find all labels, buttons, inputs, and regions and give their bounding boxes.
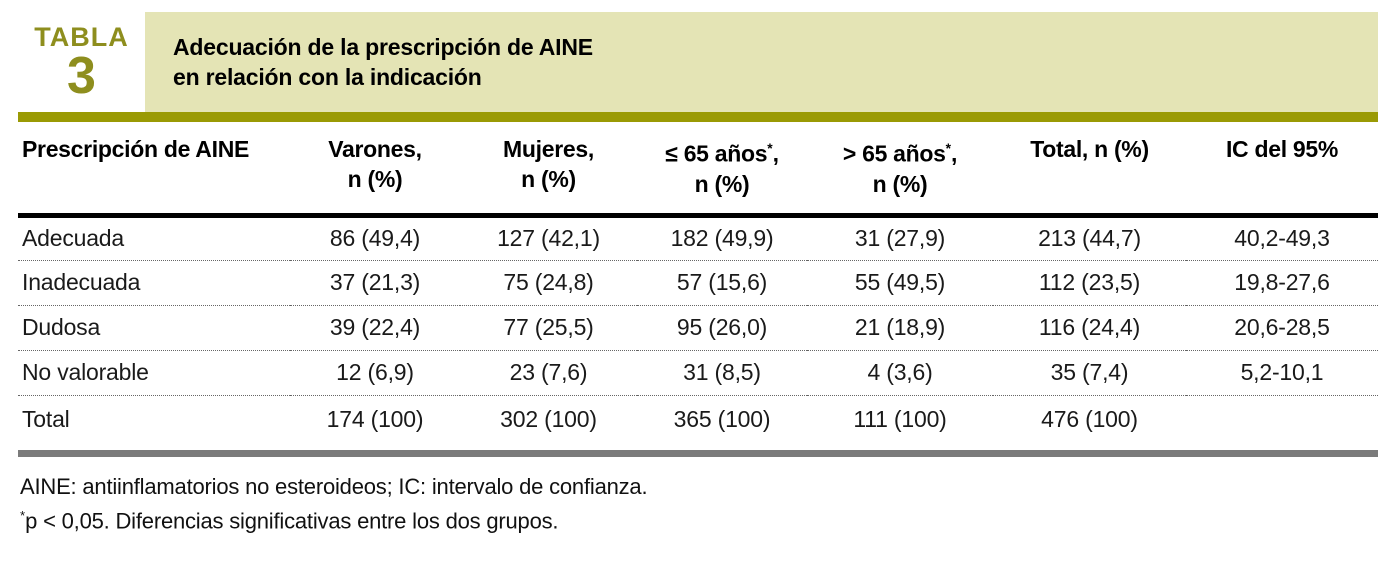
- cell-gt65: 4 (3,6): [867, 359, 933, 386]
- table-row-dudosa: Dudosa 39 (22,4) 77 (25,5) 95 (26,0) 21 …: [18, 305, 1378, 351]
- cell-gt65: 31 (27,9): [854, 225, 946, 252]
- significance-asterisk: *: [20, 508, 26, 524]
- cell-le65: 57 (15,6): [676, 269, 768, 296]
- cell-gt65: 55 (49,5): [854, 269, 946, 296]
- cell-total: 35 (7,4): [1050, 359, 1129, 386]
- cell-mujeres: 302 (100): [500, 406, 597, 433]
- column-header-row: Prescripción de AINE Varones, n (%) Muje…: [18, 122, 1378, 216]
- table-row-adecuada: Adecuada 86 (49,4) 127 (42,1) 182 (49,9)…: [18, 215, 1378, 261]
- row-label: Inadecuada: [22, 269, 141, 296]
- significance-asterisk: *: [767, 141, 773, 156]
- row-label: Adecuada: [22, 225, 124, 252]
- footnotes: AINE: antiinflamatorios no esteroideos; …: [20, 472, 1378, 535]
- table-badge-number: 3: [67, 47, 96, 105]
- row-label: Total: [22, 406, 70, 433]
- data-table: Prescripción de AINE Varones, n (%) Muje…: [18, 122, 1378, 444]
- cell-mujeres: 127 (42,1): [497, 225, 600, 252]
- cell-total: 213 (44,7): [1038, 225, 1141, 252]
- cell-gt65: 111 (100): [853, 406, 947, 433]
- column-header-varones: Varones, n (%): [328, 136, 422, 192]
- cell-ic95: 5,2-10,1: [1240, 359, 1324, 386]
- column-header-gt65: > 65 años*, n (%): [842, 140, 958, 197]
- cell-varones: 174 (100): [326, 406, 424, 433]
- row-label: No valorable: [22, 359, 149, 386]
- significance-asterisk: *: [945, 141, 952, 156]
- cell-ic95: 20,6-28,5: [1234, 314, 1330, 341]
- cell-total: 476 (100): [1041, 406, 1138, 433]
- column-header-prescripcion: Prescripción de AINE: [22, 136, 250, 162]
- cell-varones: 86 (49,4): [329, 225, 421, 252]
- cell-ic95: [1186, 395, 1378, 444]
- table-badge: TABLA 3: [18, 12, 145, 112]
- column-header-le65: ≤ 65 años*, n (%): [665, 140, 779, 197]
- gray-divider-bar: [18, 450, 1378, 458]
- row-label: Dudosa: [22, 314, 101, 341]
- cell-gt65: 21 (18,9): [854, 314, 946, 341]
- footnote-significance: *p < 0,05. Diferencias significativas en…: [20, 508, 559, 534]
- cell-varones: 39 (22,4): [329, 314, 421, 341]
- cell-varones: 12 (6,9): [336, 359, 414, 386]
- cell-ic95: 40,2-49,3: [1234, 225, 1330, 252]
- table-row-total: Total 174 (100) 302 (100) 365 (100) 111 …: [18, 395, 1378, 444]
- cell-le65: 182 (49,9): [670, 225, 774, 252]
- table-row-no-valorable: No valorable 12 (6,9) 23 (7,6) 31 (8,5) …: [18, 350, 1378, 396]
- olive-divider-bar: [18, 112, 1378, 122]
- cell-le65: 95 (26,0): [676, 314, 768, 341]
- cell-total: 112 (23,5): [1038, 269, 1141, 296]
- cell-le65: 365 (100): [673, 406, 771, 433]
- column-header-total: Total, n (%): [1030, 136, 1149, 162]
- table-header-band: TABLA 3 Adecuación de la prescripción de…: [18, 12, 1378, 112]
- table-title-banner: Adecuación de la prescripción de AINE en…: [145, 12, 1378, 112]
- table-badge-word: TABLA: [34, 22, 129, 52]
- column-header-mujeres: Mujeres, n (%): [503, 136, 594, 192]
- table-title-line-1: Adecuación de la prescripción de AINE: [173, 34, 593, 60]
- table-row-inadecuada: Inadecuada 37 (21,3) 75 (24,8) 57 (15,6)…: [18, 260, 1378, 306]
- footnote-abbreviations: AINE: antiinflamatorios no esteroideos; …: [20, 474, 648, 500]
- cell-total: 116 (24,4): [1038, 314, 1141, 341]
- cell-mujeres: 75 (24,8): [503, 269, 594, 296]
- table-title-line-2: en relación con la indicación: [173, 64, 482, 90]
- cell-ic95: 19,8-27,6: [1234, 269, 1330, 296]
- cell-mujeres: 23 (7,6): [509, 359, 588, 386]
- cell-le65: 31 (8,5): [683, 359, 761, 386]
- cell-mujeres: 77 (25,5): [503, 314, 594, 341]
- column-header-ic95: IC del 95%: [1225, 136, 1339, 162]
- cell-varones: 37 (21,3): [329, 269, 421, 296]
